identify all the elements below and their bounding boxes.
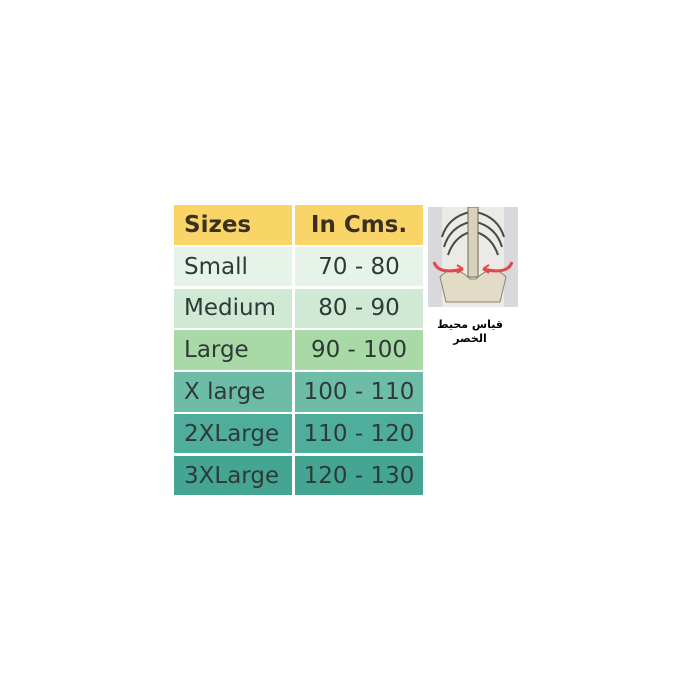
table-row: Medium 80 - 90 [174,288,423,329]
size-cell: Small [174,246,292,287]
range-cell: 100 - 110 [295,372,423,412]
range-cell: 110 - 120 [295,413,423,454]
waist-skeleton-icon [428,207,518,307]
caption-line-2: الخصر [453,332,487,345]
table-row: Large 90 - 100 [174,330,423,370]
size-cell: Large [174,330,292,370]
caption-line-1: قياس محيط [437,318,503,331]
size-cell: Medium [174,288,292,329]
size-cell: X large [174,372,292,412]
range-cell: 80 - 90 [295,288,423,329]
range-cell: 70 - 80 [295,246,423,287]
header-sizes: Sizes [174,205,292,245]
table-row: X large 100 - 110 [174,372,423,412]
table-header: Sizes In Cms. [174,205,423,245]
waist-measure-caption: قياس محيط الخصر [430,318,510,346]
table-row: Small 70 - 80 [174,246,423,287]
range-cell: 90 - 100 [295,330,423,370]
size-chart-table: Sizes In Cms. Small 70 - 80 Medium 80 - … [174,205,423,498]
table-row: 2XLarge 110 - 120 [174,413,423,454]
size-cell: 2XLarge [174,413,292,454]
header-in-cms: In Cms. [295,205,423,245]
size-cell: 3XLarge [174,455,292,496]
table-row: 3XLarge 120 - 130 [174,455,423,496]
range-cell: 120 - 130 [295,455,423,496]
